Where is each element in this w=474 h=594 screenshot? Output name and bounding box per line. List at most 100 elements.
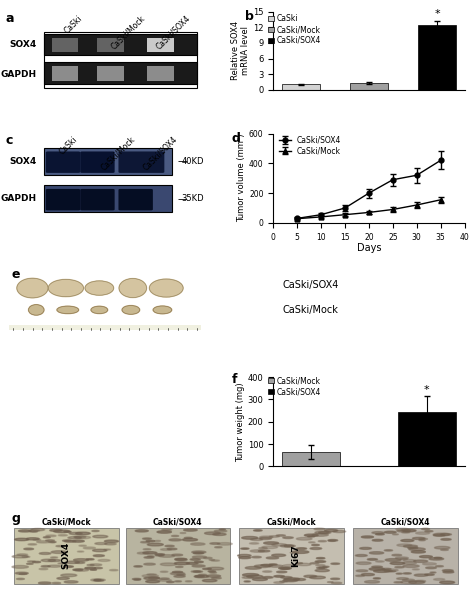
Text: 35KD: 35KD bbox=[182, 194, 204, 203]
Circle shape bbox=[52, 582, 61, 584]
Circle shape bbox=[18, 530, 31, 532]
Circle shape bbox=[430, 572, 436, 573]
Text: SOX4: SOX4 bbox=[9, 40, 36, 49]
Circle shape bbox=[49, 542, 55, 543]
Circle shape bbox=[92, 549, 107, 552]
Circle shape bbox=[384, 531, 396, 533]
Circle shape bbox=[147, 543, 163, 546]
Circle shape bbox=[274, 576, 284, 577]
Text: Ki67: Ki67 bbox=[291, 544, 300, 567]
Circle shape bbox=[31, 529, 45, 531]
Circle shape bbox=[441, 549, 448, 551]
Text: CaSki/SOX4: CaSki/SOX4 bbox=[381, 517, 430, 527]
Circle shape bbox=[104, 549, 110, 550]
Circle shape bbox=[396, 528, 409, 530]
Circle shape bbox=[314, 528, 325, 530]
Circle shape bbox=[185, 581, 192, 582]
Circle shape bbox=[73, 569, 83, 571]
Circle shape bbox=[415, 580, 426, 582]
Circle shape bbox=[141, 542, 149, 543]
Circle shape bbox=[290, 552, 298, 554]
Circle shape bbox=[195, 561, 203, 563]
Circle shape bbox=[412, 569, 419, 570]
Circle shape bbox=[79, 545, 86, 546]
Circle shape bbox=[425, 530, 433, 532]
Text: b: b bbox=[245, 10, 254, 23]
Text: e: e bbox=[11, 268, 20, 281]
Circle shape bbox=[440, 533, 451, 535]
Text: CaSki/SOX4: CaSki/SOX4 bbox=[283, 280, 339, 290]
Circle shape bbox=[90, 569, 97, 570]
Circle shape bbox=[396, 573, 402, 574]
Text: g: g bbox=[12, 512, 21, 525]
Circle shape bbox=[403, 560, 416, 562]
Circle shape bbox=[403, 562, 417, 564]
Circle shape bbox=[143, 549, 151, 550]
Circle shape bbox=[64, 541, 76, 542]
Circle shape bbox=[276, 535, 285, 536]
Circle shape bbox=[310, 576, 325, 579]
Circle shape bbox=[134, 565, 142, 567]
Circle shape bbox=[309, 542, 315, 543]
Text: SOX4: SOX4 bbox=[9, 157, 36, 166]
Circle shape bbox=[19, 573, 27, 574]
Circle shape bbox=[312, 544, 319, 546]
Circle shape bbox=[219, 529, 225, 530]
Circle shape bbox=[435, 546, 450, 549]
Circle shape bbox=[199, 574, 207, 576]
Bar bbox=[44, 62, 197, 84]
Circle shape bbox=[65, 561, 79, 564]
Circle shape bbox=[296, 538, 312, 540]
Circle shape bbox=[277, 571, 287, 573]
Legend: CaSki/Mock, CaSki/SOX4: CaSki/Mock, CaSki/SOX4 bbox=[268, 377, 321, 396]
Circle shape bbox=[251, 539, 263, 541]
Bar bbox=[44, 34, 197, 55]
Text: CaSki: CaSki bbox=[63, 14, 84, 35]
Circle shape bbox=[162, 529, 172, 530]
Circle shape bbox=[208, 571, 216, 572]
Circle shape bbox=[426, 567, 437, 568]
Circle shape bbox=[403, 565, 419, 567]
Circle shape bbox=[144, 557, 154, 558]
Circle shape bbox=[269, 564, 277, 565]
Circle shape bbox=[104, 540, 118, 542]
Circle shape bbox=[315, 531, 331, 534]
Y-axis label: Tumor weight (mg): Tumor weight (mg) bbox=[236, 382, 245, 462]
Circle shape bbox=[403, 573, 411, 574]
Circle shape bbox=[214, 530, 227, 532]
Bar bbox=[353, 528, 458, 584]
Circle shape bbox=[331, 563, 339, 564]
Circle shape bbox=[27, 561, 35, 562]
Circle shape bbox=[215, 546, 222, 548]
Circle shape bbox=[190, 558, 200, 560]
Circle shape bbox=[411, 551, 425, 553]
Circle shape bbox=[250, 550, 264, 552]
Circle shape bbox=[239, 557, 251, 559]
Circle shape bbox=[397, 530, 410, 532]
Circle shape bbox=[263, 577, 273, 578]
Circle shape bbox=[212, 577, 221, 579]
Circle shape bbox=[16, 572, 28, 574]
Circle shape bbox=[48, 560, 61, 561]
Circle shape bbox=[28, 530, 39, 532]
Circle shape bbox=[27, 563, 33, 564]
Circle shape bbox=[395, 557, 408, 559]
Circle shape bbox=[434, 579, 445, 580]
Circle shape bbox=[325, 529, 338, 532]
Circle shape bbox=[69, 532, 82, 535]
Circle shape bbox=[356, 570, 368, 572]
Circle shape bbox=[376, 533, 384, 535]
FancyBboxPatch shape bbox=[80, 151, 115, 173]
Circle shape bbox=[193, 571, 202, 573]
Circle shape bbox=[401, 529, 416, 532]
Bar bbox=[350, 83, 388, 90]
Circle shape bbox=[269, 565, 283, 567]
Circle shape bbox=[315, 569, 329, 571]
Circle shape bbox=[147, 574, 156, 576]
Circle shape bbox=[146, 580, 160, 583]
Circle shape bbox=[434, 534, 445, 536]
Circle shape bbox=[389, 571, 396, 572]
Circle shape bbox=[12, 565, 28, 568]
Circle shape bbox=[284, 578, 300, 580]
Circle shape bbox=[365, 580, 380, 583]
